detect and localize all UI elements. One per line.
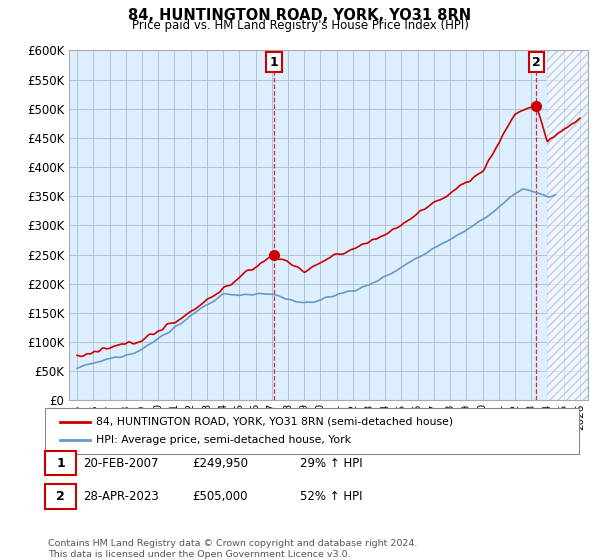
Text: 84, HUNTINGTON ROAD, YORK, YO31 8RN: 84, HUNTINGTON ROAD, YORK, YO31 8RN xyxy=(128,8,472,24)
Text: 28-APR-2023: 28-APR-2023 xyxy=(83,490,158,503)
Text: 2: 2 xyxy=(532,55,541,69)
Text: 1: 1 xyxy=(56,456,65,470)
Text: HPI: Average price, semi-detached house, York: HPI: Average price, semi-detached house,… xyxy=(96,435,351,445)
Text: Price paid vs. HM Land Registry's House Price Index (HPI): Price paid vs. HM Land Registry's House … xyxy=(131,19,469,32)
Text: £505,000: £505,000 xyxy=(192,490,248,503)
Text: 52% ↑ HPI: 52% ↑ HPI xyxy=(300,490,362,503)
Text: 84, HUNTINGTON ROAD, YORK, YO31 8RN (semi-detached house): 84, HUNTINGTON ROAD, YORK, YO31 8RN (sem… xyxy=(96,417,453,427)
Bar xyxy=(547,50,596,400)
Text: 20-FEB-2007: 20-FEB-2007 xyxy=(83,456,158,470)
Text: 2: 2 xyxy=(56,490,65,503)
Text: 29% ↑ HPI: 29% ↑ HPI xyxy=(300,456,362,470)
Text: Contains HM Land Registry data © Crown copyright and database right 2024.
This d: Contains HM Land Registry data © Crown c… xyxy=(48,539,418,559)
Text: £249,950: £249,950 xyxy=(192,456,248,470)
Bar xyxy=(547,50,596,400)
Text: 1: 1 xyxy=(269,55,278,69)
